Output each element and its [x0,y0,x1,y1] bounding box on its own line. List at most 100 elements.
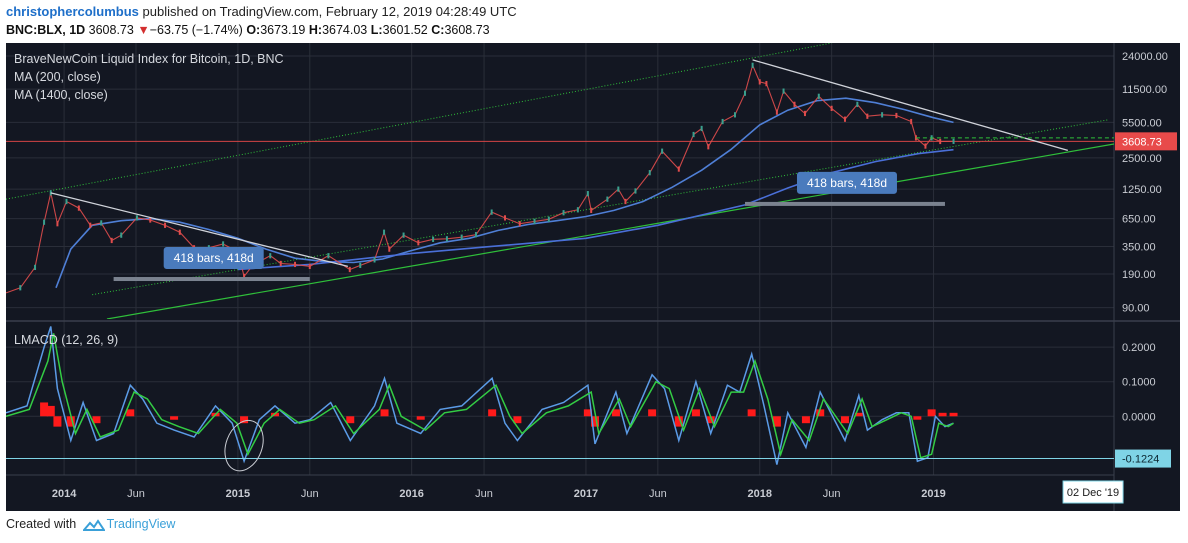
macd-histogram-bar [513,416,522,424]
time-tick-label: 2016 [399,488,423,500]
macd-panel [6,326,1114,472]
symbol-label: BNC:BLX, 1D [6,23,86,37]
legend-ma200[interactable]: MA (200, close) [14,70,101,84]
macd-histogram-bar [126,409,135,417]
macd-histogram-bar [611,409,620,417]
range-ruler [744,201,945,206]
time-tick-label: Jun [301,488,319,500]
macd-tick-label: 0.0000 [1122,411,1156,423]
publish-line: christophercolumbus published on Trading… [6,4,1176,19]
close-label: C: [431,23,445,37]
price-chart[interactable]: 418 bars, 418d 418 bars, 418d 24000.00 115… [6,43,1180,511]
current-price-label: 3608.73 [1122,136,1162,148]
macd-histogram-bar [816,409,825,417]
price-tick-label: 11500.00 [1122,84,1167,96]
macd-current-tag [1115,449,1171,468]
macd-histogram-bar [66,416,75,427]
chart-container[interactable]: 418 bars, 418d 418 bars, 418d 24000.00 115… [6,43,1180,511]
macd-current-label: -0.1224 [1122,454,1159,466]
open-value: 3673.19 [260,23,306,37]
price-series [6,62,955,294]
range-label-text: 418 bars, 418d [807,176,887,190]
open-label: O: [246,23,261,37]
created-with-text: Created with [6,517,77,531]
time-tick-label: 2014 [52,488,77,500]
macd-histogram-bar [648,409,657,417]
time-tick-label: 2018 [748,488,772,500]
change-arrow-icon: ▼ [137,23,150,37]
time-tick-label: Jun [823,488,841,500]
macd-histogram-bar [583,409,592,417]
close-value: 3608.73 [444,23,490,37]
macd-histogram-bar [488,409,497,417]
price-tick-label: 650.00 [1122,214,1156,226]
macd-line [6,326,954,465]
chart-background [6,43,1180,511]
range-label-box [163,247,264,270]
tradingview-logo-icon [82,518,105,531]
time-tick-label: Jun [649,488,667,500]
ma1400-line [237,148,954,271]
macd-histogram-bar [801,416,810,424]
time-tick-label: 2015 [226,488,250,500]
axes: 24000.00 11500.00 5500.00 2500.00 1250.00 650… [52,51,1177,504]
macd-histogram-bar [590,416,599,427]
crosshair-date-label: 02 Dec '19 [1067,487,1119,499]
macd-histogram-bar [854,412,863,417]
low-label: L: [370,23,383,37]
time-tick-label: 2017 [574,488,598,500]
macd-histogram-bar [949,412,958,417]
current-price-tag [1115,132,1177,151]
legend-ma1400[interactable]: MA (1400, close) [14,88,108,102]
channel-dotted-line [6,43,832,200]
price-tick-label: 2500.00 [1122,153,1162,165]
highlight-ellipse [224,419,264,472]
macd-histogram-bar [346,416,355,424]
price-tick-label: 5500.00 [1122,117,1162,129]
range-ruler [113,277,310,282]
legend-macd[interactable]: LMACD (12, 26, 9) [14,333,118,347]
price-tick-label: 190.00 [1122,269,1156,281]
high-label: H: [308,23,323,37]
macd-histogram-bar [938,412,947,417]
tradingview-brand[interactable]: TradingView [106,517,176,531]
publish-header: christophercolumbus published on Trading… [6,4,1176,42]
macd-histogram-bar [840,416,849,424]
signal-line [6,333,954,459]
macd-tick-label: 0.2000 [1122,342,1156,354]
range-label-box [796,171,897,194]
macd-histogram-bar [416,416,425,420]
low-value: 3601.52 [382,23,428,37]
price-tick-label: 1250.00 [1122,184,1162,196]
macd-histogram-bar [40,402,49,417]
macd-tick-label: 0.1000 [1122,377,1156,389]
macd-histogram-bar [53,416,62,427]
macd-histogram-bar [674,416,683,427]
time-tick-label: Jun [475,488,493,500]
downtrend-line [50,192,349,268]
footer: Created with TradingView [6,517,175,532]
price-line [6,63,954,294]
macd-histogram-bar [747,409,756,417]
macd-histogram-bar [46,405,55,417]
price-change: −63.75 (−1.74%) [149,23,243,37]
moving-averages [55,97,954,289]
crosshair-date-tag [1062,480,1124,504]
macd-histogram-bar [691,409,700,417]
macd-histogram-bar [380,409,389,417]
author-link[interactable]: christophercolumbus [6,4,139,19]
trend-lines [50,59,1114,268]
time-tick-label: Jun [127,488,145,500]
legend-title: BraveNewCoin Liquid Index for Bitcoin, 1… [14,52,284,66]
macd-histogram-bar [170,416,179,420]
published-text: published on TradingView.com, February 1… [142,4,517,19]
high-value: 3674.03 [322,23,368,37]
macd-histogram-bar [927,409,936,417]
downtrend-line [752,59,1068,152]
price-tick-label: 90.00 [1122,303,1150,315]
range-label-text: 418 bars, 418d [174,251,254,265]
macd-histogram-bar [772,416,781,427]
price-tick-label: 24000.00 [1122,51,1168,63]
last-price: 3608.73 [88,23,134,37]
macd-histogram-bar [240,416,249,424]
